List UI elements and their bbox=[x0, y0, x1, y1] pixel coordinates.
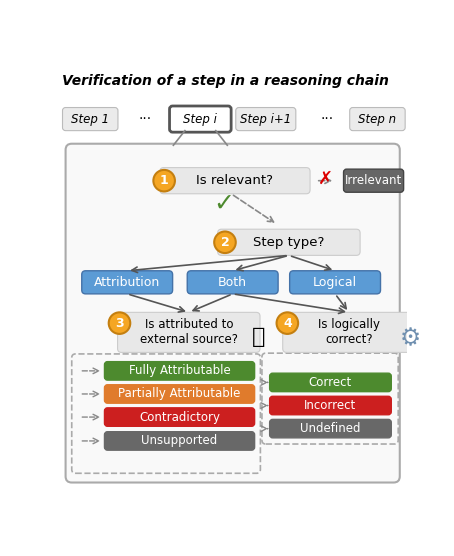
FancyBboxPatch shape bbox=[104, 361, 255, 380]
Text: Undefined: Undefined bbox=[300, 422, 361, 435]
Text: 4: 4 bbox=[283, 316, 292, 330]
Text: Is relevant?: Is relevant? bbox=[197, 174, 273, 187]
FancyBboxPatch shape bbox=[82, 271, 173, 294]
Text: Fully Attributable: Fully Attributable bbox=[128, 364, 231, 378]
Circle shape bbox=[109, 312, 130, 334]
Text: Attribution: Attribution bbox=[94, 276, 160, 289]
Circle shape bbox=[153, 170, 175, 191]
Text: 2: 2 bbox=[221, 236, 229, 249]
Text: Both: Both bbox=[218, 276, 247, 289]
FancyBboxPatch shape bbox=[350, 107, 405, 131]
Text: Irrelevant: Irrelevant bbox=[345, 174, 402, 187]
Text: Step 1: Step 1 bbox=[71, 112, 109, 126]
Text: 3: 3 bbox=[115, 316, 124, 330]
Text: Verification of a step in a reasoning chain: Verification of a step in a reasoning ch… bbox=[62, 75, 389, 88]
Text: ✓: ✓ bbox=[213, 192, 234, 216]
FancyBboxPatch shape bbox=[270, 396, 391, 415]
FancyBboxPatch shape bbox=[63, 107, 118, 131]
Text: ···: ··· bbox=[321, 112, 334, 126]
Text: Correct: Correct bbox=[309, 376, 352, 389]
Text: ···: ··· bbox=[138, 112, 152, 126]
FancyBboxPatch shape bbox=[65, 143, 400, 483]
Text: Is logically
correct?: Is logically correct? bbox=[318, 319, 380, 346]
FancyBboxPatch shape bbox=[160, 167, 310, 194]
Text: Incorrect: Incorrect bbox=[304, 399, 356, 412]
Text: Contradictory: Contradictory bbox=[139, 410, 220, 424]
Text: Is attributed to
external source?: Is attributed to external source? bbox=[140, 319, 238, 346]
FancyBboxPatch shape bbox=[104, 408, 255, 426]
FancyBboxPatch shape bbox=[169, 106, 231, 132]
Text: Step type?: Step type? bbox=[253, 236, 325, 249]
Circle shape bbox=[276, 312, 298, 334]
Text: Unsupported: Unsupported bbox=[141, 434, 217, 448]
Text: Partially Attributable: Partially Attributable bbox=[118, 388, 241, 400]
FancyBboxPatch shape bbox=[290, 271, 380, 294]
FancyBboxPatch shape bbox=[217, 229, 360, 255]
Text: 1: 1 bbox=[160, 174, 168, 187]
FancyBboxPatch shape bbox=[283, 312, 415, 353]
FancyBboxPatch shape bbox=[118, 312, 260, 353]
FancyBboxPatch shape bbox=[104, 431, 255, 450]
Text: ⚙: ⚙ bbox=[400, 326, 421, 350]
FancyBboxPatch shape bbox=[270, 419, 391, 438]
Text: Step i+1: Step i+1 bbox=[240, 112, 291, 126]
Text: ✗: ✗ bbox=[318, 170, 333, 187]
Text: 📄: 📄 bbox=[252, 327, 265, 347]
FancyBboxPatch shape bbox=[344, 169, 404, 192]
Circle shape bbox=[214, 231, 236, 253]
Text: Step n: Step n bbox=[358, 112, 396, 126]
FancyBboxPatch shape bbox=[270, 373, 391, 391]
Text: Step i: Step i bbox=[183, 112, 217, 126]
FancyBboxPatch shape bbox=[236, 107, 296, 131]
Text: Logical: Logical bbox=[313, 276, 357, 289]
FancyBboxPatch shape bbox=[187, 271, 278, 294]
FancyBboxPatch shape bbox=[104, 385, 255, 403]
